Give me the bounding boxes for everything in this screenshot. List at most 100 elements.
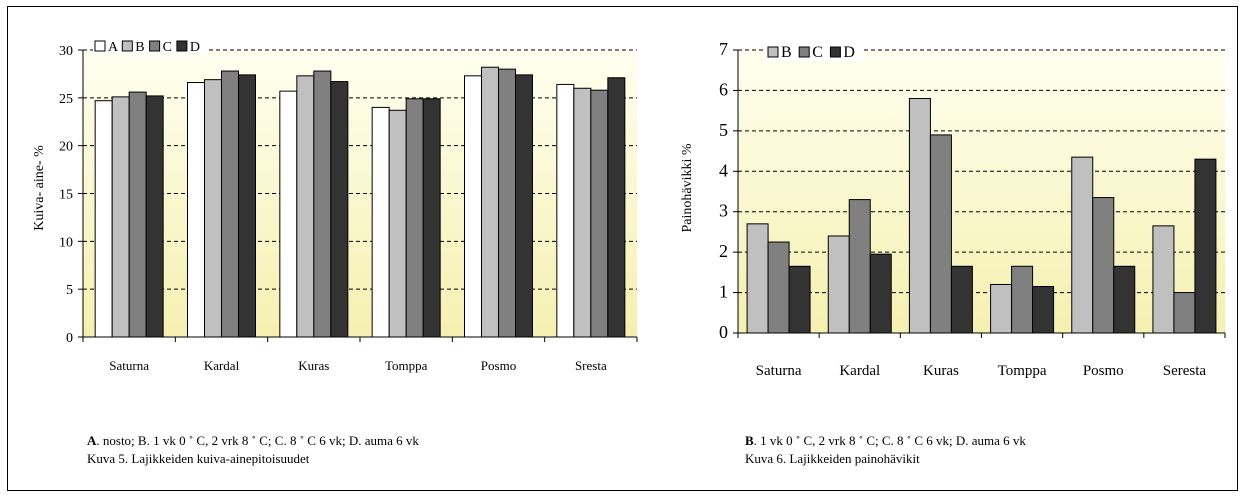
legend-swatch-c — [149, 40, 161, 52]
x-tick-label-tomppa: Tomppa — [998, 363, 1047, 379]
legend-label-a: A — [108, 40, 119, 55]
legend-swatch-d — [829, 46, 841, 58]
x-tick-label-kuras: Kuras — [923, 363, 959, 379]
y-tick-label: 6 — [719, 79, 728, 99]
legend-swatch-b — [121, 40, 133, 52]
y-tick-label: 7 — [719, 39, 728, 59]
caption-bold-letter: B — [745, 433, 754, 448]
chart-weight-loss: 0 1 2 3 4 5 6 7 Saturna Kardal Kuras Tomppa Posmo Ser… — [719, 39, 1226, 379]
bar-b-posmo — [481, 66, 499, 338]
caption-dry-matter-line1: A. nosto; B. 1 vk 0 ˚ C, 2 vrk 8 ˚ C; C.… — [87, 432, 419, 450]
y-tick-label: 0 — [66, 331, 73, 346]
bar-b-sresta — [573, 87, 592, 338]
bar-c-kuras — [313, 70, 332, 338]
x-tick-label-seresta: Seresta — [1163, 363, 1207, 379]
bar-a-posmo — [464, 75, 482, 338]
y-axis-label-weight-loss: Painohävikki % — [680, 143, 695, 232]
bar-c-seresta — [1173, 292, 1196, 334]
bar-d-saturna — [788, 265, 811, 334]
bar-c-tomppa — [405, 98, 424, 338]
x-tick-label-posmo: Posmo — [1083, 363, 1124, 379]
legend-swatch-a — [94, 40, 106, 52]
bar-b-posmo — [1071, 156, 1094, 334]
y-tick-label: 3 — [719, 201, 728, 221]
chart-dry-matter: 0 5 10 15 20 25 30 Saturna Kardal Kuras Tomppa Posm… — [59, 39, 638, 373]
bar-d-posmo — [515, 74, 533, 338]
bar-d-kardal — [869, 253, 892, 334]
legend-label-c: C — [163, 40, 172, 55]
bar-a-kardal — [187, 82, 205, 338]
bar-d-kuras — [330, 81, 349, 338]
x-tick-label-kuras: Kuras — [298, 358, 329, 373]
legend: A B C D — [93, 39, 207, 55]
bar-b-saturna — [746, 223, 769, 334]
legend-label-d: D — [843, 44, 855, 61]
bar-b-kuras — [908, 98, 931, 334]
caption-weight-loss-line1: B. 1 vk 0 ˚ C, 2 vrk 8 ˚ C; C. 8 ˚ C 6 v… — [745, 432, 1026, 450]
y-tick-label: 10 — [59, 235, 73, 250]
bar-a-kuras — [279, 90, 298, 338]
bar-b-saturna — [111, 96, 130, 338]
y-axis-label-dry-matter: Kuiva- aine- % — [32, 145, 47, 231]
bar-c-saturna — [128, 91, 147, 338]
x-tick-label-sresta: Sresta — [575, 358, 607, 373]
y-tick-label: 4 — [719, 160, 728, 180]
legend-swatch-d — [176, 40, 188, 52]
y-tick-label: 1 — [719, 282, 728, 302]
bar-d-kardal — [238, 74, 256, 338]
x-tick-label-posmo: Posmo — [481, 358, 516, 373]
caption-dry-matter: A. nosto; B. 1 vk 0 ˚ C, 2 vrk 8 ˚ C; C.… — [87, 432, 419, 468]
caption-weight-loss-treatments: . 1 vk 0 ˚ C, 2 vrk 8 ˚ C; C. 8 ˚ C 6 vk… — [753, 433, 1026, 448]
bar-b-kardal — [827, 235, 850, 334]
y-tick-label: 0 — [719, 322, 728, 342]
legend-label-d: D — [190, 40, 200, 55]
bar-b-tomppa — [990, 283, 1013, 334]
legend-swatch-b — [767, 46, 779, 58]
caption-weight-loss: B. 1 vk 0 ˚ C, 2 vrk 8 ˚ C; C. 8 ˚ C 6 v… — [745, 432, 1026, 468]
plot-area — [738, 50, 1225, 333]
y-tick-label: 25 — [59, 92, 73, 107]
y-tick-label: 15 — [59, 188, 73, 203]
caption-bold-letter: A — [87, 433, 97, 448]
bar-d-sresta — [607, 77, 626, 338]
bar-b-tomppa — [388, 109, 407, 338]
y-tick-label: 20 — [59, 140, 73, 155]
bar-c-tomppa — [1011, 265, 1034, 334]
bar-c-kardal — [848, 199, 871, 334]
bar-d-seresta — [1194, 158, 1217, 334]
caption-dry-matter-treatments: . nosto; B. 1 vk 0 ˚ C, 2 vrk 8 ˚ C; C. … — [96, 433, 419, 448]
legend-label-b: B — [781, 44, 792, 61]
bar-d-tomppa — [1032, 286, 1055, 334]
y-tick-label: 5 — [66, 283, 73, 298]
bar-d-kuras — [950, 265, 973, 334]
y-tick-label: 5 — [719, 120, 728, 140]
caption-weight-loss-title: Kuva 6. Lajikkeiden painohävikit — [745, 451, 920, 466]
x-tick-label-tomppa: Tomppa — [385, 358, 428, 373]
bar-d-tomppa — [422, 98, 441, 338]
legend-swatch-c — [798, 46, 810, 58]
bar-a-saturna — [94, 100, 113, 338]
bar-b-seresta — [1152, 225, 1175, 334]
x-tick-label-saturna: Saturna — [756, 363, 802, 379]
legend: B C D — [766, 44, 864, 61]
y-tick-label: 2 — [719, 241, 728, 261]
bar-d-posmo — [1113, 265, 1136, 334]
figure-frame — [7, 6, 1238, 491]
bar-d-saturna — [145, 95, 164, 338]
bar-c-kardal — [221, 70, 239, 338]
bar-c-sresta — [590, 89, 609, 338]
bar-c-posmo — [498, 68, 516, 338]
bar-a-sresta — [556, 83, 575, 338]
bar-c-saturna — [767, 241, 790, 334]
bar-b-kuras — [296, 75, 315, 338]
x-tick-label-kardal: Kardal — [204, 358, 240, 373]
bar-a-tomppa — [371, 106, 390, 338]
y-tick-label: 30 — [59, 44, 73, 59]
legend-label-b: B — [135, 40, 144, 55]
x-tick-label-kardal: Kardal — [839, 363, 880, 379]
bar-c-kuras — [929, 134, 952, 334]
bar-b-kardal — [204, 79, 222, 338]
bar-c-posmo — [1092, 197, 1115, 334]
x-tick-label-saturna: Saturna — [109, 358, 149, 373]
